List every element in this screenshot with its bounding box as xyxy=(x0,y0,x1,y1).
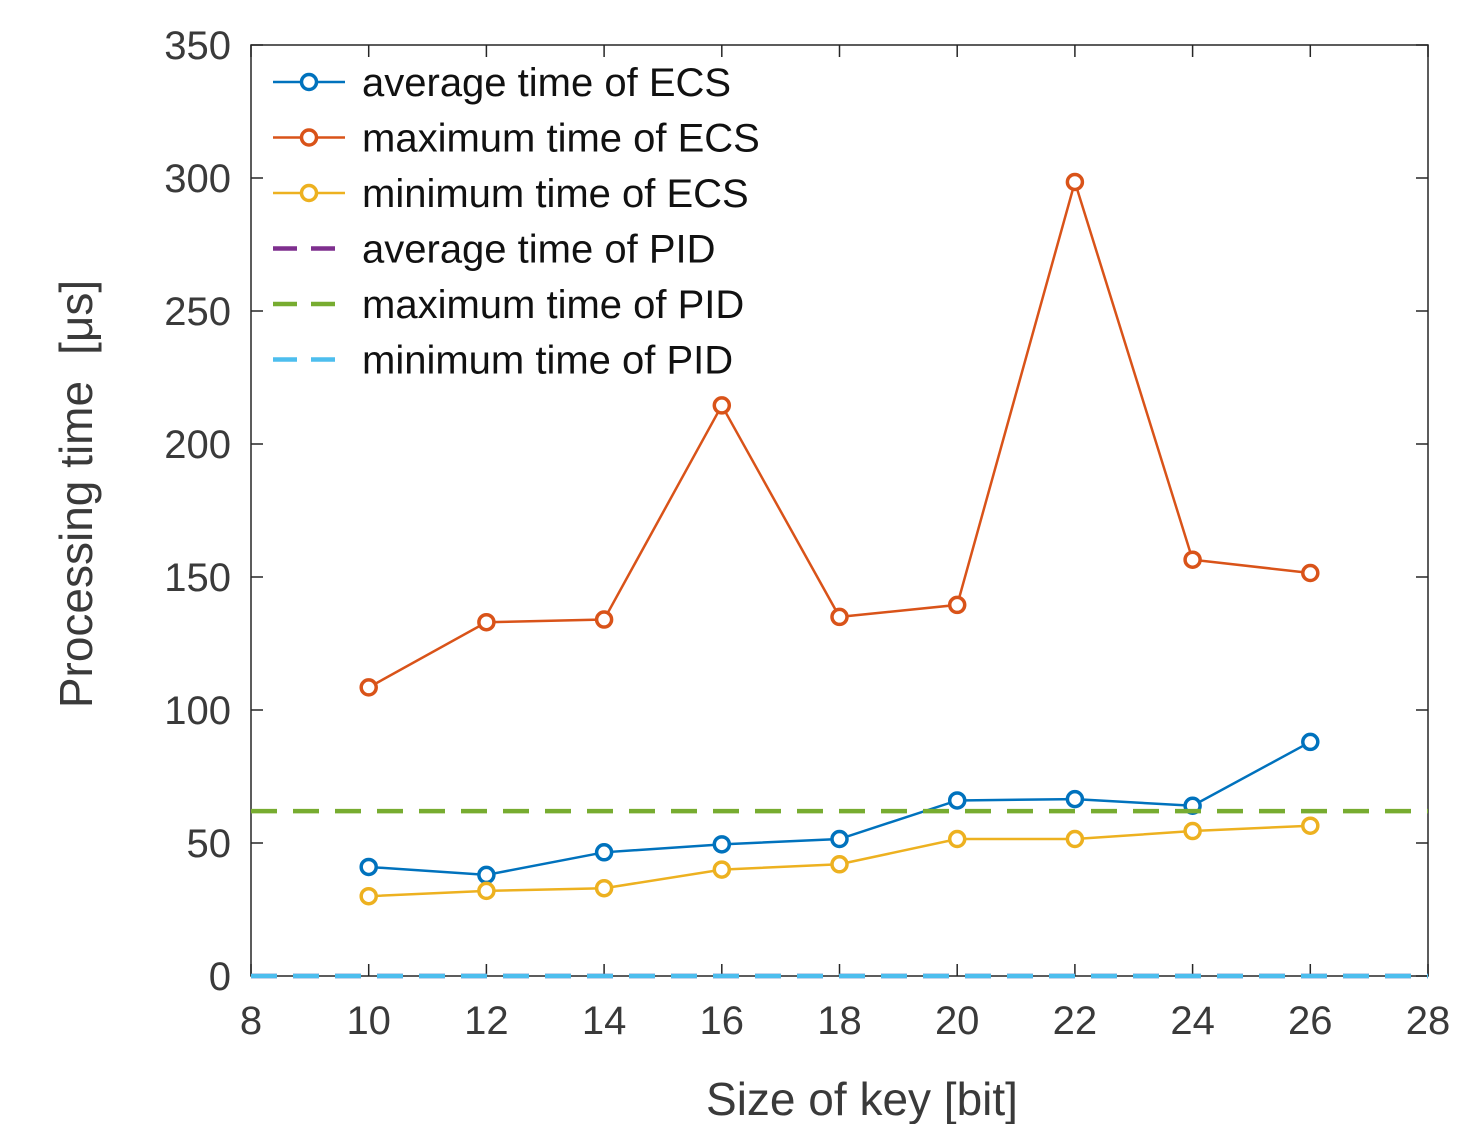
x-tick-label: 22 xyxy=(1053,999,1098,1043)
series-2 xyxy=(359,172,1320,697)
data-point xyxy=(830,829,849,849)
legend-label: maximum time of PID xyxy=(362,283,744,327)
y-axis-label: Processing time [μs] xyxy=(50,280,102,708)
x-tick-label: 26 xyxy=(1288,999,1333,1043)
data-point xyxy=(947,595,967,615)
legend-label: maximum time of ECS xyxy=(362,117,760,161)
x-tick-label: 10 xyxy=(346,999,391,1043)
axis-ticks: 8 10 12 14 16 18 20 22 24 26 28 0 50 100 150 200 250 300 3… xyxy=(164,24,1450,1043)
legend-label: average time of ECS xyxy=(362,61,731,105)
x-tick-label: 8 xyxy=(240,999,262,1043)
data-point xyxy=(947,791,967,810)
data-point xyxy=(1065,172,1085,192)
series-line xyxy=(368,740,1311,877)
y-tick-label: 100 xyxy=(164,689,231,733)
data-point xyxy=(594,843,614,862)
data-series xyxy=(251,172,1428,979)
data-point xyxy=(1301,563,1320,583)
x-tick-label: 24 xyxy=(1170,999,1215,1043)
data-point xyxy=(712,835,732,854)
y-axis-label-text: Processing time xyxy=(50,381,102,708)
series-1 xyxy=(359,732,1320,885)
legend-label: minimum time of ECS xyxy=(362,172,749,216)
y-tick-label: 250 xyxy=(164,290,231,334)
x-tick-label: 14 xyxy=(582,999,627,1043)
data-point xyxy=(1183,821,1202,841)
x-tick-label: 18 xyxy=(817,999,862,1043)
data-point xyxy=(594,610,614,629)
x-tick-label: 16 xyxy=(700,999,745,1043)
data-point xyxy=(830,855,849,874)
x-tick-label: 12 xyxy=(464,999,509,1043)
data-point xyxy=(947,829,967,849)
legend-entry: average time of PID xyxy=(273,228,716,272)
data-point xyxy=(1301,816,1320,835)
y-tick-label: 50 xyxy=(187,822,232,866)
x-tick-label: 28 xyxy=(1406,999,1451,1043)
data-point xyxy=(1183,550,1202,569)
legend-entry: minimum time of ECS xyxy=(273,172,749,216)
data-point xyxy=(712,396,732,415)
x-axis-label: Size of key [bit] xyxy=(706,1073,1018,1124)
legend-label: minimum time of PID xyxy=(362,339,733,383)
legend-entry: average time of ECS xyxy=(273,61,731,105)
data-point xyxy=(359,886,378,906)
data-point xyxy=(477,881,496,901)
data-point xyxy=(359,678,378,697)
legend-entry: minimum time of PID xyxy=(273,339,733,383)
data-point xyxy=(477,865,496,885)
data-point xyxy=(359,857,378,877)
x-tick-label: 20 xyxy=(935,999,980,1043)
legend-marker xyxy=(299,128,319,147)
legend: average time of ECS maximum time of ECS mi… xyxy=(273,61,760,383)
series-3 xyxy=(359,816,1320,906)
y-tick-label: 150 xyxy=(164,556,231,600)
y-tick-label: 350 xyxy=(164,24,231,68)
legend-marker xyxy=(299,72,319,92)
data-point xyxy=(1065,789,1085,809)
data-point xyxy=(594,878,614,898)
y-tick-label: 0 xyxy=(209,955,231,999)
legend-entry: maximum time of ECS xyxy=(273,117,760,161)
data-point xyxy=(830,607,849,627)
y-tick-label: 200 xyxy=(164,423,231,467)
legend-label: average time of PID xyxy=(362,228,716,272)
legend-entry: maximum time of PID xyxy=(273,283,744,327)
data-point xyxy=(477,612,496,632)
data-point xyxy=(1065,829,1085,849)
data-point xyxy=(712,860,732,879)
data-point xyxy=(1301,732,1320,752)
y-tick-label: 300 xyxy=(164,157,231,201)
legend-marker xyxy=(299,183,319,203)
y-axis-label-unit: [μs] xyxy=(50,280,102,355)
